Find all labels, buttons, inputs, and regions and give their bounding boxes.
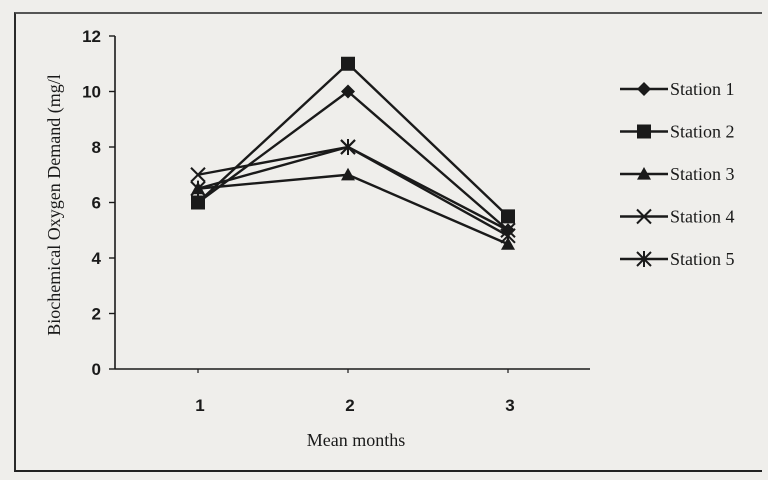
legend-marker bbox=[637, 124, 651, 139]
y-tick-label: 4 bbox=[92, 249, 102, 268]
legend-label: Station 5 bbox=[670, 249, 735, 269]
y-tick-label: 10 bbox=[82, 83, 101, 102]
data-point-marker bbox=[341, 84, 355, 99]
series-1 bbox=[191, 84, 515, 238]
x-ticks: 1 2 3 bbox=[195, 369, 515, 415]
data-point-marker bbox=[190, 180, 206, 197]
legend: Station 1 Station 2 Station 3 Station 4 Stat… bbox=[620, 79, 735, 269]
series-line bbox=[197, 62, 509, 218]
legend-entry: Station 5 bbox=[620, 249, 735, 269]
x-tick-label: 1 bbox=[195, 396, 204, 415]
y-axis-title: Biochemical Oxygen Demand (mg/l bbox=[44, 74, 65, 335]
series-2 bbox=[191, 56, 515, 224]
x-tick-label: 3 bbox=[505, 396, 514, 415]
legend-marker bbox=[636, 251, 652, 267]
x-tick-label: 2 bbox=[345, 396, 354, 415]
chart-border bbox=[14, 12, 762, 472]
data-point-marker bbox=[340, 139, 356, 155]
series-layer bbox=[190, 56, 516, 250]
legend-entry: Station 3 bbox=[620, 164, 735, 184]
data-point-marker bbox=[500, 227, 516, 244]
legend-entry: Station 1 bbox=[620, 79, 735, 99]
y-tick-label: 12 bbox=[82, 27, 101, 46]
series-5 bbox=[190, 139, 516, 244]
y-ticks: 0 2 4 6 8 10 12 bbox=[82, 27, 115, 379]
data-point-marker bbox=[501, 209, 515, 224]
legend-label: Station 2 bbox=[670, 122, 735, 142]
legend-marker bbox=[637, 82, 651, 96]
data-point-marker bbox=[341, 167, 355, 181]
legend-label: Station 4 bbox=[670, 207, 735, 227]
y-tick-label: 2 bbox=[92, 305, 101, 324]
legend-marker bbox=[637, 167, 651, 180]
x-axis-title: Mean months bbox=[307, 430, 406, 450]
y-tick-label: 0 bbox=[92, 360, 101, 379]
data-point-marker bbox=[341, 56, 355, 71]
y-tick-label: 6 bbox=[92, 194, 101, 213]
legend-entry: Station 4 bbox=[620, 207, 735, 227]
y-tick-label: 8 bbox=[92, 138, 101, 157]
series-4 bbox=[190, 139, 516, 238]
legend-label: Station 3 bbox=[670, 164, 735, 184]
data-point-marker bbox=[191, 195, 205, 210]
legend-marker bbox=[636, 208, 652, 225]
legend-label: Station 1 bbox=[670, 79, 735, 99]
legend-entry: Station 2 bbox=[620, 122, 735, 142]
data-point-marker bbox=[190, 167, 206, 183]
